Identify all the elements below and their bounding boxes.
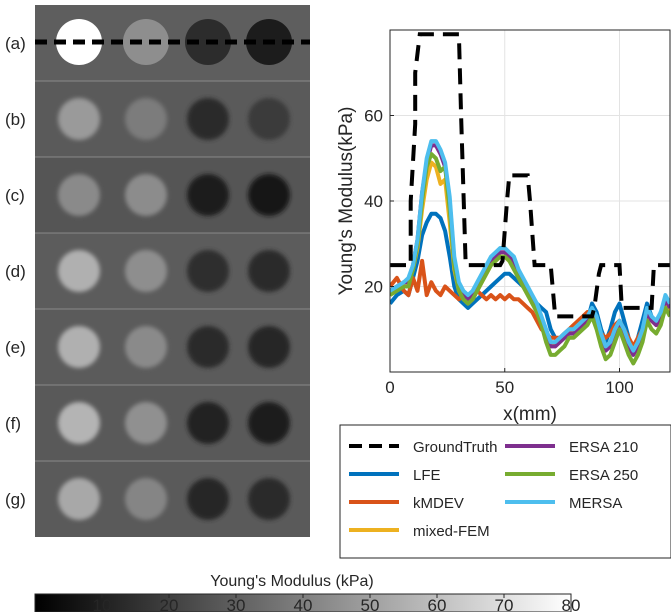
- image-row: [35, 80, 310, 157]
- line-chart: 0 50 100 20 40 60 x(mm) Young's Modulus(kPa): [336, 29, 671, 425]
- legend-label: MERSA: [569, 495, 622, 512]
- series-line-mersa: [390, 139, 670, 353]
- legend-label: mixed-FEM: [413, 523, 490, 540]
- x-tick-label: 100: [605, 378, 633, 397]
- inclusion: [58, 326, 100, 368]
- colorbar-title: Young's Modulus (kPa): [210, 573, 373, 590]
- image-row: [35, 384, 310, 461]
- series-line-groundtruth: [390, 32, 670, 319]
- inclusion: [125, 478, 167, 520]
- y-tick-label: 20: [364, 278, 383, 297]
- row-label: (c): [5, 186, 25, 205]
- colorbar: Young's Modulus (kPa) 10 20 30 40 50 60 70 80: [34, 573, 581, 612]
- inclusion: [187, 250, 229, 292]
- inclusion: [248, 98, 290, 140]
- row-label: (g): [5, 490, 26, 509]
- inclusion: [58, 98, 100, 140]
- x-axis-label: x(mm): [503, 404, 557, 425]
- legend: GroundTruth ERSA 210 LFE ERSA 250 kMDEV MERSA…: [339, 424, 671, 559]
- series-line-ersa-250: [390, 152, 670, 366]
- x-tick-labels: 0 50 100: [385, 368, 634, 397]
- inclusion: [248, 174, 290, 216]
- image-row: [35, 308, 310, 385]
- inclusion: [248, 478, 290, 520]
- image-row: [35, 460, 310, 537]
- row-label: (e): [5, 338, 26, 357]
- legend-label: GroundTruth: [413, 439, 498, 456]
- inclusion: [187, 98, 229, 140]
- row-label: (f): [5, 414, 21, 433]
- inclusion: [248, 402, 290, 444]
- x-tick-label: 0: [385, 378, 394, 397]
- y-tick-labels: 20 40 60: [364, 107, 394, 297]
- row-label: (b): [5, 110, 26, 129]
- colorbar-tick-label: 30: [227, 596, 246, 612]
- inclusion: [187, 326, 229, 368]
- inclusion: [58, 250, 100, 292]
- colorbar-tick-label: 70: [495, 596, 514, 612]
- inclusion: [125, 402, 167, 444]
- y-tick-label: 40: [364, 192, 383, 211]
- row-label: (a): [5, 34, 26, 53]
- legend-label: ERSA 250: [569, 467, 638, 484]
- inclusion: [125, 250, 167, 292]
- colorbar-tick-label: 40: [294, 596, 313, 612]
- series-lines: [390, 32, 670, 366]
- legend-label: LFE: [413, 467, 441, 484]
- x-tick-label: 50: [495, 378, 514, 397]
- row-label: (d): [5, 262, 26, 281]
- colorbar-ticks: 10 20 30 40 50 60 70 80: [93, 594, 581, 612]
- image-row: [35, 232, 310, 309]
- colorbar-tick-label: 10: [93, 596, 112, 612]
- colorbar-tick-label: 80: [562, 596, 581, 612]
- colorbar-tick-label: 60: [428, 596, 447, 612]
- inclusion: [248, 326, 290, 368]
- row-labels: (a) (b) (c) (d) (e) (f) (g): [5, 34, 26, 509]
- legend-label: kMDEV: [413, 495, 464, 512]
- inclusion: [125, 98, 167, 140]
- y-axis-label: Young's Modulus(kPa): [336, 107, 357, 296]
- inclusion: [125, 326, 167, 368]
- inclusion: [248, 250, 290, 292]
- inclusion: [125, 174, 167, 216]
- y-tick-label: 60: [364, 107, 383, 126]
- legend-label: ERSA 210: [569, 439, 638, 456]
- elastogram-image-grid: [35, 5, 310, 537]
- colorbar-tick-label: 50: [361, 596, 380, 612]
- inclusion: [58, 402, 100, 444]
- inclusion: [58, 174, 100, 216]
- colorbar-tick-label: 20: [160, 596, 179, 612]
- image-row: [35, 156, 310, 233]
- inclusion: [187, 402, 229, 444]
- inclusion: [187, 478, 229, 520]
- inclusion: [187, 174, 229, 216]
- inclusion: [58, 478, 100, 520]
- inclusion: [123, 19, 169, 65]
